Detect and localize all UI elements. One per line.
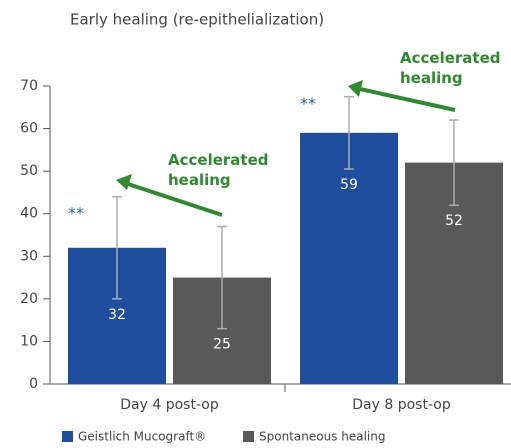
- annotation: Accelerated healing: [168, 151, 269, 189]
- legend-label: Geistlich Mucograft®: [78, 430, 206, 444]
- significance: **: [300, 94, 316, 113]
- value-label: 59: [340, 177, 358, 193]
- chart-title: Early healing (re-epithelialization): [70, 11, 324, 29]
- x-tick-label: Day 8 post-op: [352, 397, 451, 413]
- y-tick-label: 30: [20, 248, 38, 264]
- annotation: Accelerated healing: [400, 49, 501, 87]
- arrow: [127, 182, 223, 217]
- y-tick-label: 40: [20, 206, 38, 222]
- value-label: 32: [108, 307, 126, 323]
- legend-swatch: [62, 431, 73, 442]
- value-label: 25: [213, 337, 231, 353]
- value-label: 52: [445, 213, 463, 229]
- arrow-head: [116, 174, 132, 190]
- legend-swatch: [243, 431, 254, 442]
- y-tick-label: 20: [20, 291, 38, 307]
- y-tick-label: 70: [20, 78, 38, 94]
- x-tick-label: Day 4 post-op: [120, 397, 219, 413]
- arrow-head: [348, 80, 363, 97]
- y-tick-label: 60: [20, 121, 38, 137]
- legend-label: Spontaneous healing: [259, 430, 385, 444]
- arrow: [359, 87, 456, 112]
- y-tick-label: 0: [29, 376, 38, 392]
- y-tick-label: 10: [20, 333, 38, 349]
- y-tick-label: 50: [20, 163, 38, 179]
- bar: [300, 132, 398, 384]
- significance: **: [68, 204, 84, 223]
